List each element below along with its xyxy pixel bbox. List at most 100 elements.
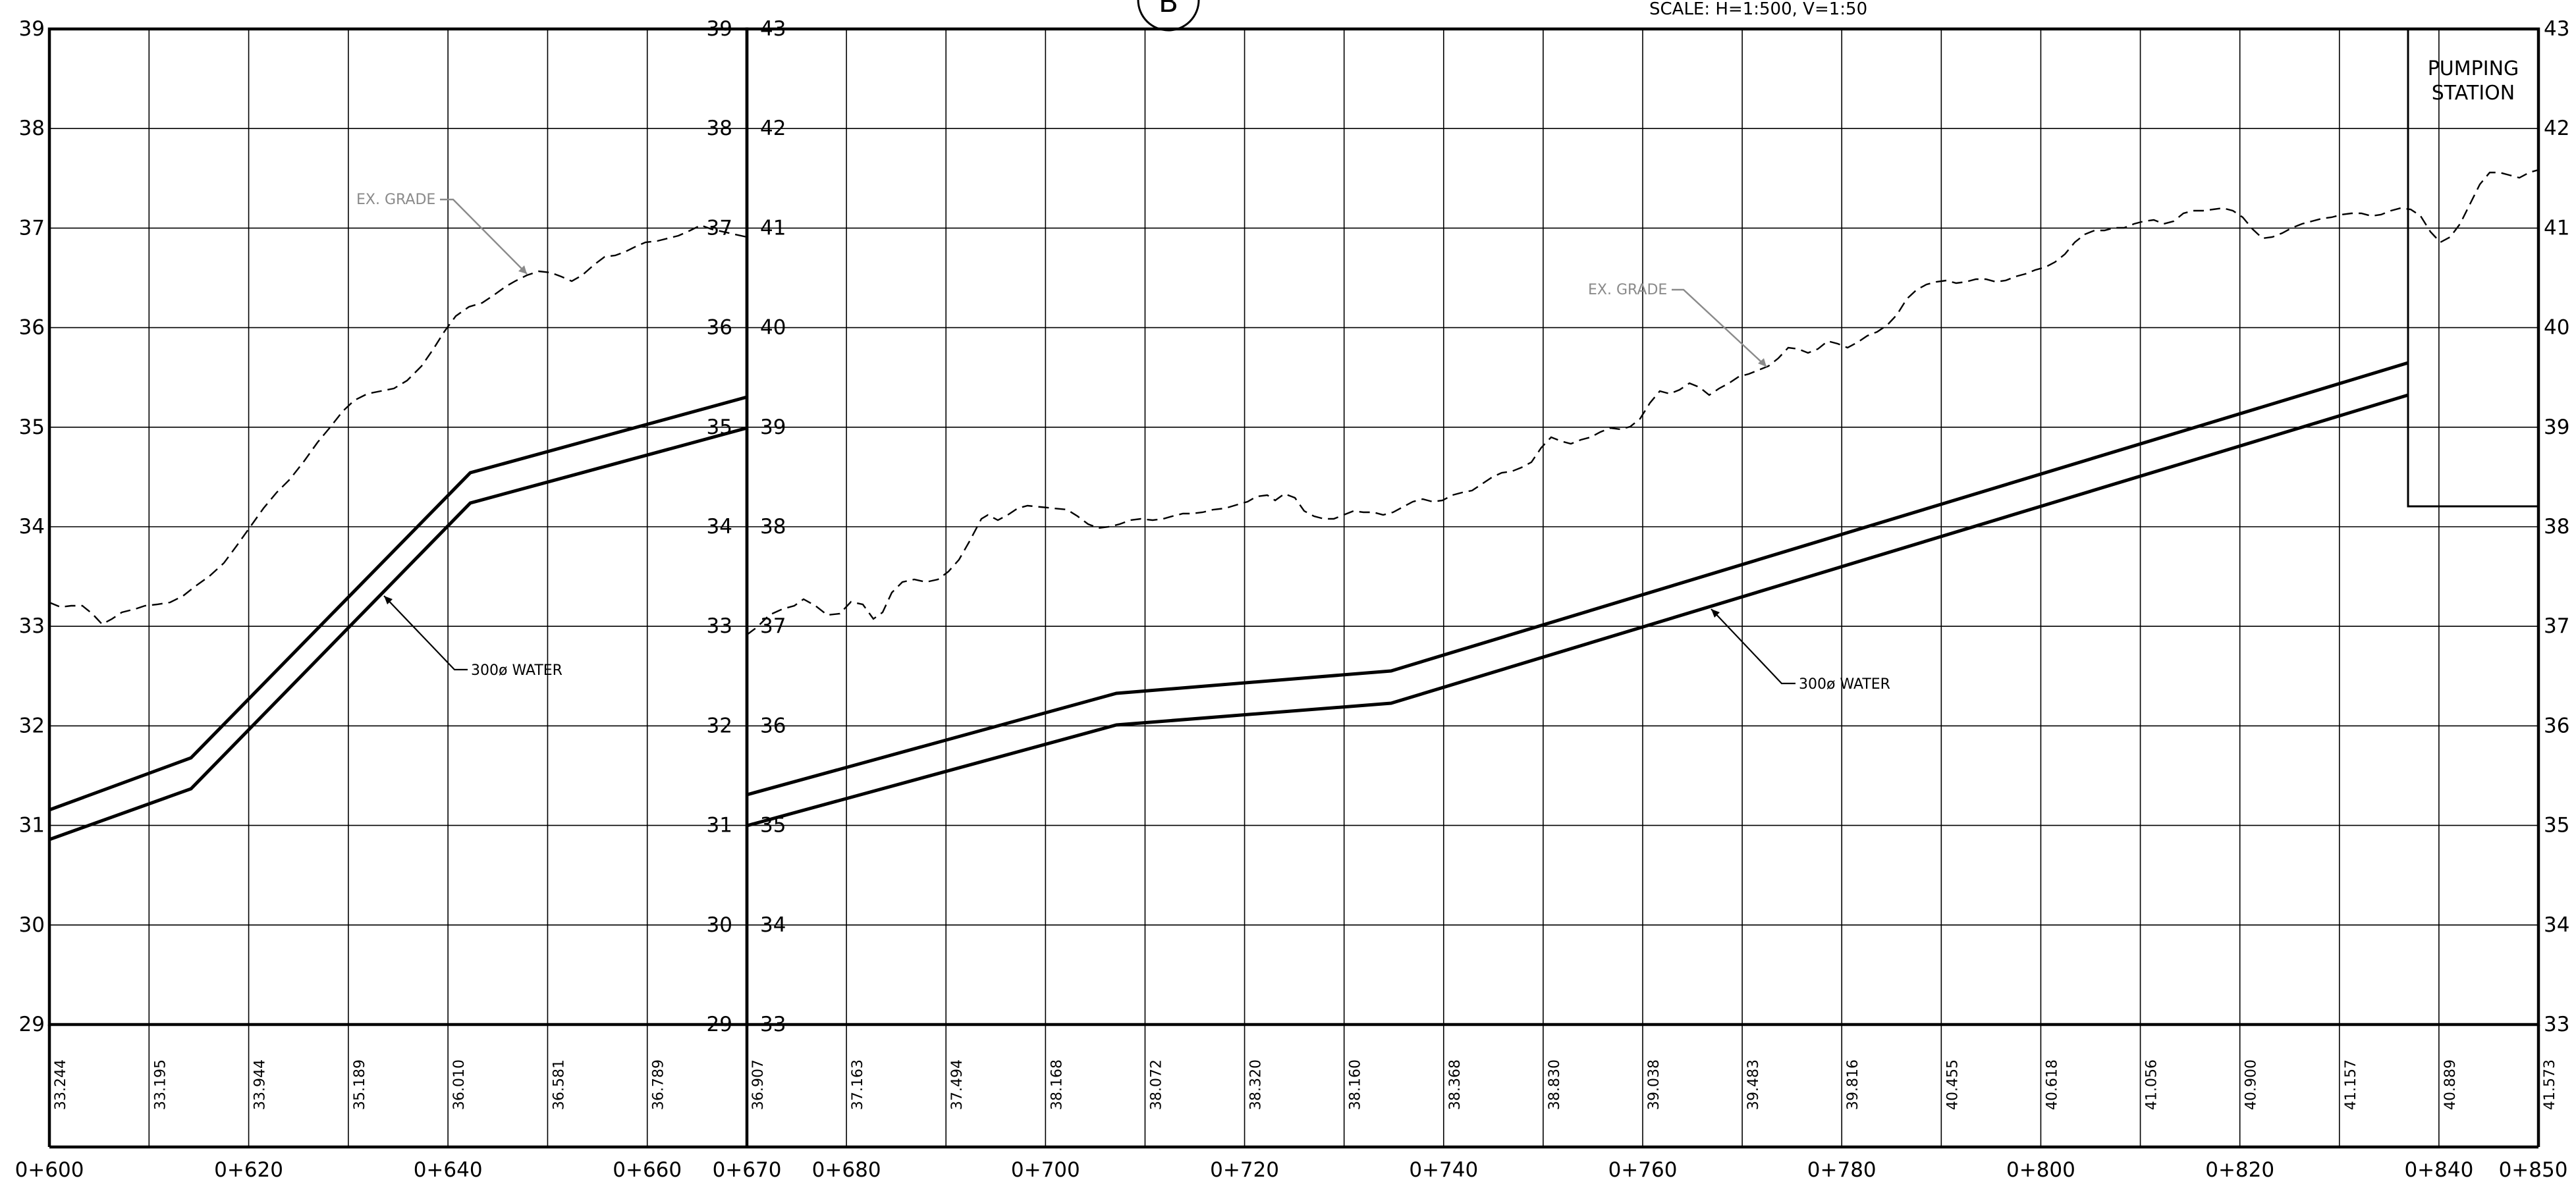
station-label: 0+800 — [2006, 1158, 2075, 1182]
ground-elevation-value: 38.168 — [1049, 1059, 1065, 1110]
ground-elevation-value: 38.072 — [1148, 1059, 1165, 1110]
right-pipe-bottom — [746, 393, 2409, 828]
left-axis-tick: 33 — [19, 614, 45, 638]
divider-left-axis-tick: 35 — [707, 415, 732, 439]
ground-elevation-value: 37.163 — [850, 1059, 866, 1110]
ground-elevation-value: 40.889 — [2442, 1059, 2459, 1110]
profile-grid — [49, 29, 2538, 1147]
right-axis-tick: 37 — [2544, 614, 2569, 638]
divider-right-axis-tick: 43 — [760, 17, 786, 41]
ground-elevation-value: 41.157 — [2343, 1059, 2359, 1110]
right-axis-tick: 33 — [2544, 1013, 2569, 1036]
left-axis-tick: 34 — [19, 515, 45, 539]
ground-elevation-value: 38.160 — [1348, 1059, 1364, 1110]
station-label: 0+720 — [1210, 1158, 1279, 1182]
right-axis-tick: 34 — [2544, 913, 2569, 937]
station-label: 0+850 — [2499, 1158, 2568, 1182]
profile-frames — [47, 27, 2540, 1149]
pumping-station-outline — [2407, 29, 2538, 508]
station-label: 0+600 — [15, 1158, 84, 1182]
divider-right-axis-tick: 40 — [760, 316, 786, 340]
callouts: EX. GRADE EX. GRADE 300ø WATER 300ø WATE… — [356, 192, 1890, 693]
left-pipe-bottom — [49, 426, 748, 841]
divider-right-axis-tick: 37 — [760, 614, 786, 638]
ground-elevation-value: 40.900 — [2243, 1059, 2260, 1110]
ground-elevation-value: 38.368 — [1447, 1059, 1464, 1110]
right-grade-label: EX. GRADE — [1588, 282, 1667, 298]
water-pipe — [49, 361, 2409, 841]
right-axis-tick: 42 — [2544, 117, 2569, 140]
right-profile-frame — [745, 27, 2540, 1026]
left-grade-leader — [440, 198, 528, 275]
divider-right-axis-tick: 34 — [760, 913, 786, 937]
ground-elevation-value: 41.056 — [2144, 1059, 2160, 1110]
ground-elevation-value: 36.581 — [551, 1059, 567, 1110]
divider-right-axis-tick: 41 — [760, 216, 786, 240]
left-existing-grade-line — [49, 224, 748, 626]
ground-elevation-value: 36.010 — [451, 1059, 468, 1110]
left-axis-tick: 32 — [19, 714, 45, 737]
station-label: 0+640 — [414, 1158, 483, 1182]
ground-elevation-value: 33.195 — [152, 1059, 169, 1110]
divider-left-axis-tick: 29 — [707, 1013, 732, 1036]
station-label: 0+700 — [1011, 1158, 1080, 1182]
right-axis-tick: 41 — [2544, 216, 2569, 240]
divider-left-axis-tick: 31 — [707, 814, 732, 838]
ground-elevation-value: 36.789 — [651, 1059, 667, 1110]
right-pipe-arrowhead — [1711, 609, 1720, 618]
ground-elevation-value: 39.816 — [1845, 1059, 1861, 1110]
ground-elevation-value: 39.038 — [1646, 1059, 1662, 1110]
ground-elevation-row: 33.244 33.195 33.944 35.189 36.010 36.581 36.7… — [53, 1059, 2558, 1110]
right-axis-tick: 35 — [2544, 814, 2569, 838]
right-pipe-leader — [1711, 608, 1795, 685]
ground-elevation-value: 38.830 — [1547, 1059, 1563, 1110]
divider-left-axis-tick: 36 — [707, 316, 732, 340]
ground-elevation-value: 40.455 — [1944, 1059, 1961, 1110]
divider-left-axis-tick: 39 — [707, 17, 732, 41]
ground-elevation-value: 33.944 — [252, 1059, 269, 1110]
ground-elevation-value: 41.573 — [2542, 1059, 2558, 1110]
right-axis-tick: 40 — [2544, 316, 2569, 340]
left-axis-tick: 39 — [19, 17, 45, 41]
divider-left-axis-tick: 30 — [707, 913, 732, 937]
left-axis-tick: 37 — [19, 216, 45, 240]
divider-left-axis-tick: 34 — [707, 515, 732, 539]
station-label: 0+820 — [2205, 1158, 2274, 1182]
ground-elevation-value: 35.189 — [352, 1059, 368, 1110]
left-pipe-leader — [383, 595, 468, 671]
left-pipe-label: 300ø WATER — [471, 662, 562, 679]
left-grade-label: EX. GRADE — [356, 192, 435, 208]
ground-elevation-value: 36.907 — [750, 1059, 767, 1110]
right-axis-tick: 38 — [2544, 515, 2569, 539]
divider-right-axis-tick: 39 — [760, 415, 786, 439]
ground-elevation-value: 39.483 — [1745, 1059, 1762, 1110]
station-label: 0+740 — [1409, 1158, 1478, 1182]
station-label: 0+620 — [214, 1158, 283, 1182]
pumping-station-label-line2: STATION — [2432, 82, 2515, 105]
ground-elevation-value: 40.618 — [2044, 1059, 2060, 1110]
section-marker-letter: B — [1159, 0, 1178, 19]
divider-right-axis-tick: 36 — [760, 714, 786, 737]
station-labels: 0+600 0+620 0+640 0+660 0+670 0+680 0+700 0+720… — [15, 1158, 2568, 1182]
left-grade-arrowhead — [518, 265, 527, 274]
right-axis-tick: 39 — [2544, 415, 2569, 439]
divider-right-axis-tick: 33 — [760, 1013, 786, 1036]
left-axis-tick: 36 — [19, 316, 45, 340]
ground-elevation-value: 33.244 — [53, 1059, 69, 1110]
pumping-station: PUMPING STATION — [2407, 29, 2538, 508]
divider-left-axis-tick: 33 — [707, 614, 732, 638]
divider-left-axis-tick: 37 — [707, 216, 732, 240]
right-grade-leader — [1672, 288, 1767, 367]
elevation-axis-labels: 39 39 43 43 38 38 42 42 37 37 41 41 36 36 40 40 35 35 39 39… — [19, 17, 2570, 1036]
drawing-header: B SCALE: H=1:500, V=1:50 — [1137, 0, 1867, 32]
station-label: 0+660 — [613, 1158, 682, 1182]
right-axis-tick: 43 — [2544, 17, 2569, 41]
station-label: 0+670 — [713, 1158, 782, 1182]
right-pipe-label: 300ø WATER — [1799, 676, 1890, 693]
right-axis-tick: 36 — [2544, 714, 2569, 737]
left-axis-tick: 31 — [19, 814, 45, 838]
left-axis-tick: 30 — [19, 913, 45, 937]
station-label: 0+760 — [1608, 1158, 1678, 1182]
left-pipe-arrowhead — [384, 596, 393, 604]
